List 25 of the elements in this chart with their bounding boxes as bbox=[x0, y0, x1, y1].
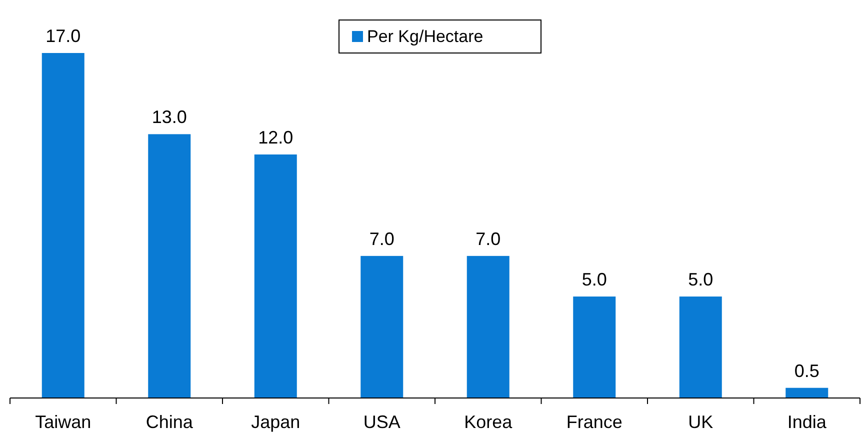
bar bbox=[786, 388, 828, 398]
bar bbox=[254, 154, 297, 398]
bar bbox=[679, 296, 722, 398]
x-tick-label: UK bbox=[688, 412, 714, 432]
data-label: 7.0 bbox=[476, 228, 501, 249]
x-tick-label: Taiwan bbox=[35, 412, 92, 432]
data-label: 5.0 bbox=[688, 270, 714, 290]
bar bbox=[466, 256, 510, 398]
x-tick-label: Japan bbox=[251, 412, 300, 432]
x-tick-label: USA bbox=[363, 412, 400, 432]
bar bbox=[360, 256, 404, 398]
x-tick-label: Korea bbox=[464, 412, 514, 432]
legend-label: Per Kg/Hectare bbox=[367, 27, 484, 46]
data-label: 17.0 bbox=[46, 26, 81, 46]
x-tick-label: China bbox=[146, 412, 194, 432]
data-label: 0.5 bbox=[794, 360, 820, 381]
data-label: 5.0 bbox=[582, 270, 607, 290]
x-tick-label: France bbox=[566, 412, 622, 432]
x-tick-label: India bbox=[787, 412, 828, 432]
bar bbox=[148, 134, 191, 398]
data-label: 7.0 bbox=[369, 228, 394, 249]
bar bbox=[573, 296, 616, 398]
bar bbox=[42, 53, 84, 398]
data-label: 12.0 bbox=[258, 127, 294, 148]
data-label: 13.0 bbox=[152, 107, 187, 128]
